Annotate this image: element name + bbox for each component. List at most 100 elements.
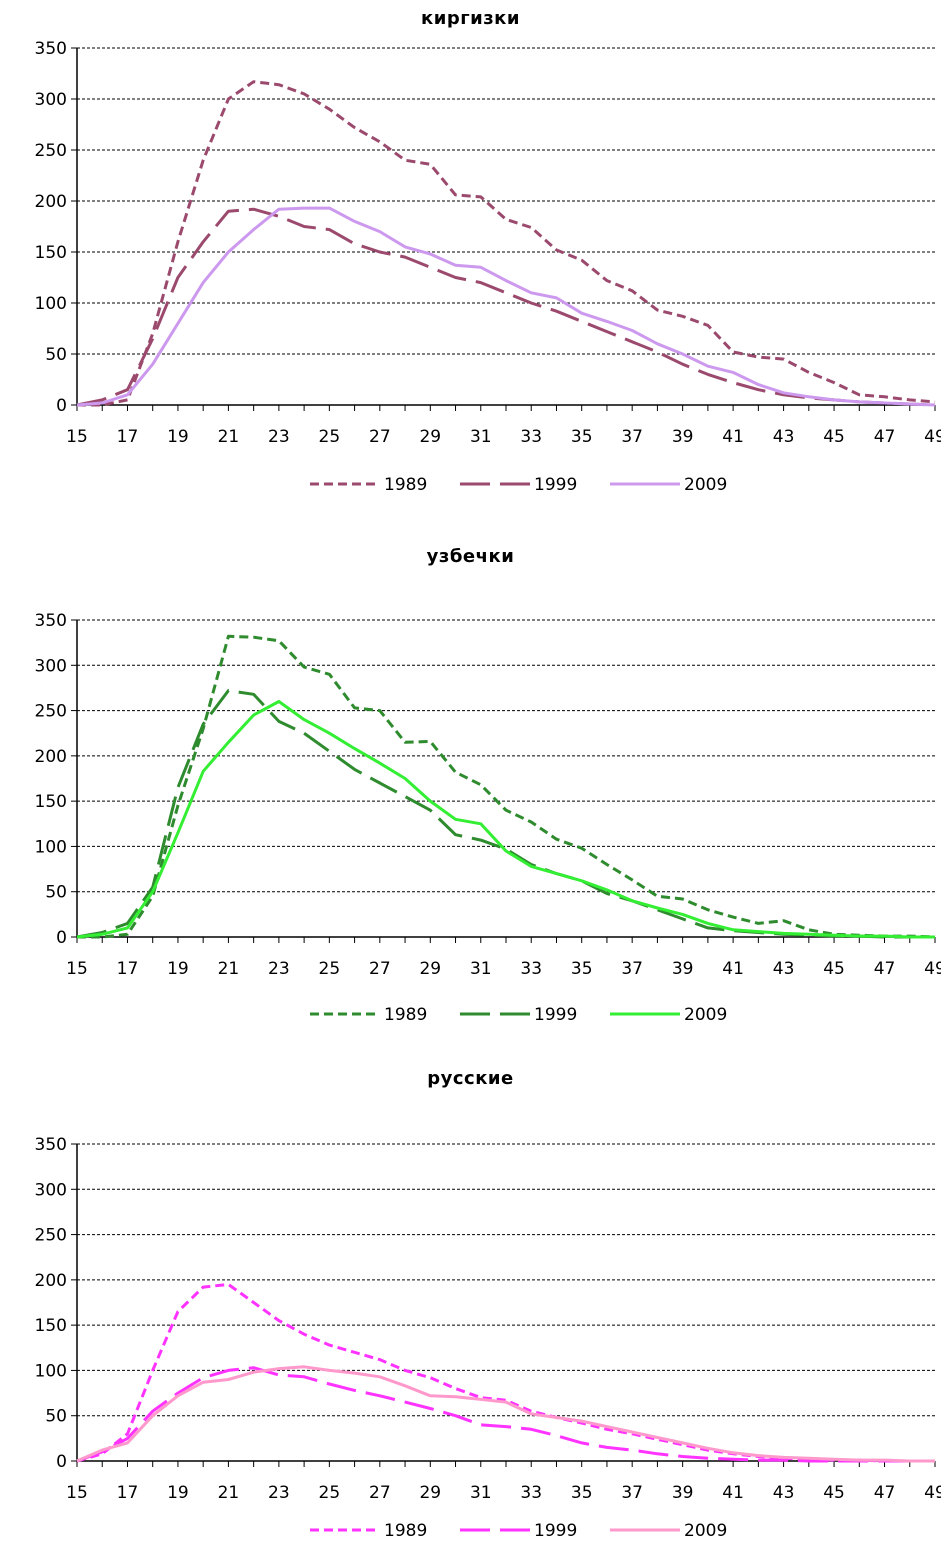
x-tick-label: 45 <box>823 1483 845 1503</box>
chart-panel-uzbechki: узбечки 0 50 100 150 200 250 300 350 15 17 19 21 23 2… <box>0 532 941 1052</box>
x-tick-label: 29 <box>419 1483 441 1503</box>
y-tick-label: 200 <box>35 747 67 767</box>
series-line-1989 <box>77 80 936 407</box>
x-tick-label: 29 <box>419 427 441 447</box>
x-tick-label: 15 <box>66 427 88 447</box>
y-tick-label: 0 <box>56 1452 67 1472</box>
series-line-2009 <box>76 206 936 407</box>
x-tick-label: 19 <box>167 427 189 447</box>
y-tick-label: 350 <box>35 1135 67 1155</box>
x-tick-label: 37 <box>621 1483 643 1503</box>
x-tick-label: 37 <box>621 427 643 447</box>
chart-title: русские <box>427 1068 514 1089</box>
x-tick-label: 25 <box>319 1483 341 1503</box>
x-tick-label: 47 <box>874 959 896 979</box>
legend-label-1989: 1989 <box>384 1005 427 1025</box>
y-tick-label: 350 <box>35 39 67 59</box>
y-tick-label: 250 <box>35 1226 67 1246</box>
y-tick-label: 300 <box>35 1180 67 1200</box>
x-tick-label: 47 <box>874 1483 896 1503</box>
chart-title: киргизки <box>420 8 521 29</box>
chart-panel-russkie: русские 0 50 100 150 200 250 300 350 15 17 19 21 23 2… <box>0 1064 941 1556</box>
x-tick-label: 49 <box>924 427 941 447</box>
y-tick-label: 250 <box>35 702 67 722</box>
x-tick-label: 41 <box>722 427 744 447</box>
series-line-1999 <box>76 689 935 939</box>
x-tick-label: 23 <box>268 959 290 979</box>
chart-panel-kirgizki: киргизки 0 50 100 150 200 250 300 350 15 17 19 21 23… <box>0 0 941 520</box>
x-tick-label: 35 <box>571 427 593 447</box>
x-tick-label: 25 <box>319 959 341 979</box>
series-line-1999 <box>76 207 936 407</box>
x-tick-label: 49 <box>924 1483 941 1503</box>
y-tick-label: 250 <box>35 141 67 161</box>
y-tick-label: 100 <box>35 294 67 314</box>
legend-label-1989: 1989 <box>384 475 427 495</box>
x-tick-label: 21 <box>218 427 240 447</box>
x-tick-label: 29 <box>419 959 441 979</box>
x-tick-label: 41 <box>722 959 744 979</box>
x-tick-label: 23 <box>268 427 290 447</box>
x-tick-label: 27 <box>369 1483 391 1503</box>
y-tick-label: 150 <box>35 1316 67 1336</box>
series-line-2009 <box>76 700 935 939</box>
y-tick-label: 50 <box>45 345 67 365</box>
y-tick-label: 0 <box>56 396 67 416</box>
line-chart: 0 50 100 150 200 250 300 350 15 17 19 21 23 25 27 29 31 3… <box>35 1135 941 1541</box>
chart-title: узбечки <box>426 546 515 567</box>
x-tick-label: 27 <box>369 427 391 447</box>
y-tick-label: 150 <box>35 243 67 263</box>
legend-label-2009: 2009 <box>684 475 727 495</box>
x-tick-label: 27 <box>369 959 391 979</box>
y-tick-label: 100 <box>35 837 67 857</box>
x-tick-label: 49 <box>924 959 941 979</box>
x-tick-label: 33 <box>520 959 542 979</box>
x-tick-label: 33 <box>520 1483 542 1503</box>
series-line-1989 <box>77 634 936 939</box>
series-line-1999 <box>76 1366 935 1463</box>
x-tick-label: 21 <box>218 959 240 979</box>
x-tick-label: 17 <box>117 427 139 447</box>
legend-label-2009: 2009 <box>684 1521 727 1541</box>
y-tick-label: 200 <box>35 192 67 212</box>
x-tick-label: 19 <box>167 959 189 979</box>
x-tick-label: 39 <box>672 959 694 979</box>
legend-label-1999: 1999 <box>534 1521 577 1541</box>
x-tick-label: 43 <box>773 1483 795 1503</box>
legend-label-1999: 1999 <box>534 1005 577 1025</box>
y-tick-label: 350 <box>35 611 67 631</box>
x-tick-label: 39 <box>672 1483 694 1503</box>
legend-label-1989: 1989 <box>384 1521 427 1541</box>
series-line-2009 <box>76 1365 935 1463</box>
x-tick-label: 31 <box>470 1483 492 1503</box>
x-tick-label: 15 <box>66 1483 88 1503</box>
legend-label-2009: 2009 <box>684 1005 727 1025</box>
x-tick-label: 19 <box>167 1483 189 1503</box>
x-tick-label: 17 <box>117 959 139 979</box>
y-tick-label: 50 <box>45 1407 67 1427</box>
y-tick-label: 300 <box>35 656 67 676</box>
line-chart: 0 50 100 150 200 250 300 350 15 17 19 21 23 25 27 29 31 3… <box>35 611 941 1025</box>
y-tick-label: 200 <box>35 1271 67 1291</box>
x-tick-label: 41 <box>722 1483 744 1503</box>
y-tick-label: 150 <box>35 792 67 812</box>
x-tick-label: 47 <box>874 427 896 447</box>
x-tick-label: 43 <box>773 959 795 979</box>
x-tick-label: 35 <box>571 959 593 979</box>
y-tick-label: 300 <box>35 90 67 110</box>
x-tick-label: 15 <box>66 959 88 979</box>
series-line-1989 <box>76 1282 935 1463</box>
x-tick-label: 37 <box>621 959 643 979</box>
x-tick-label: 31 <box>470 959 492 979</box>
x-tick-label: 25 <box>319 427 341 447</box>
x-tick-label: 35 <box>571 1483 593 1503</box>
y-tick-label: 50 <box>45 883 67 903</box>
y-tick-label: 100 <box>35 1361 67 1381</box>
x-tick-label: 45 <box>823 959 845 979</box>
x-tick-label: 23 <box>268 1483 290 1503</box>
legend-label-1999: 1999 <box>534 475 577 495</box>
x-tick-label: 21 <box>218 1483 240 1503</box>
x-tick-label: 43 <box>773 427 795 447</box>
x-tick-label: 39 <box>672 427 694 447</box>
x-tick-label: 17 <box>117 1483 139 1503</box>
